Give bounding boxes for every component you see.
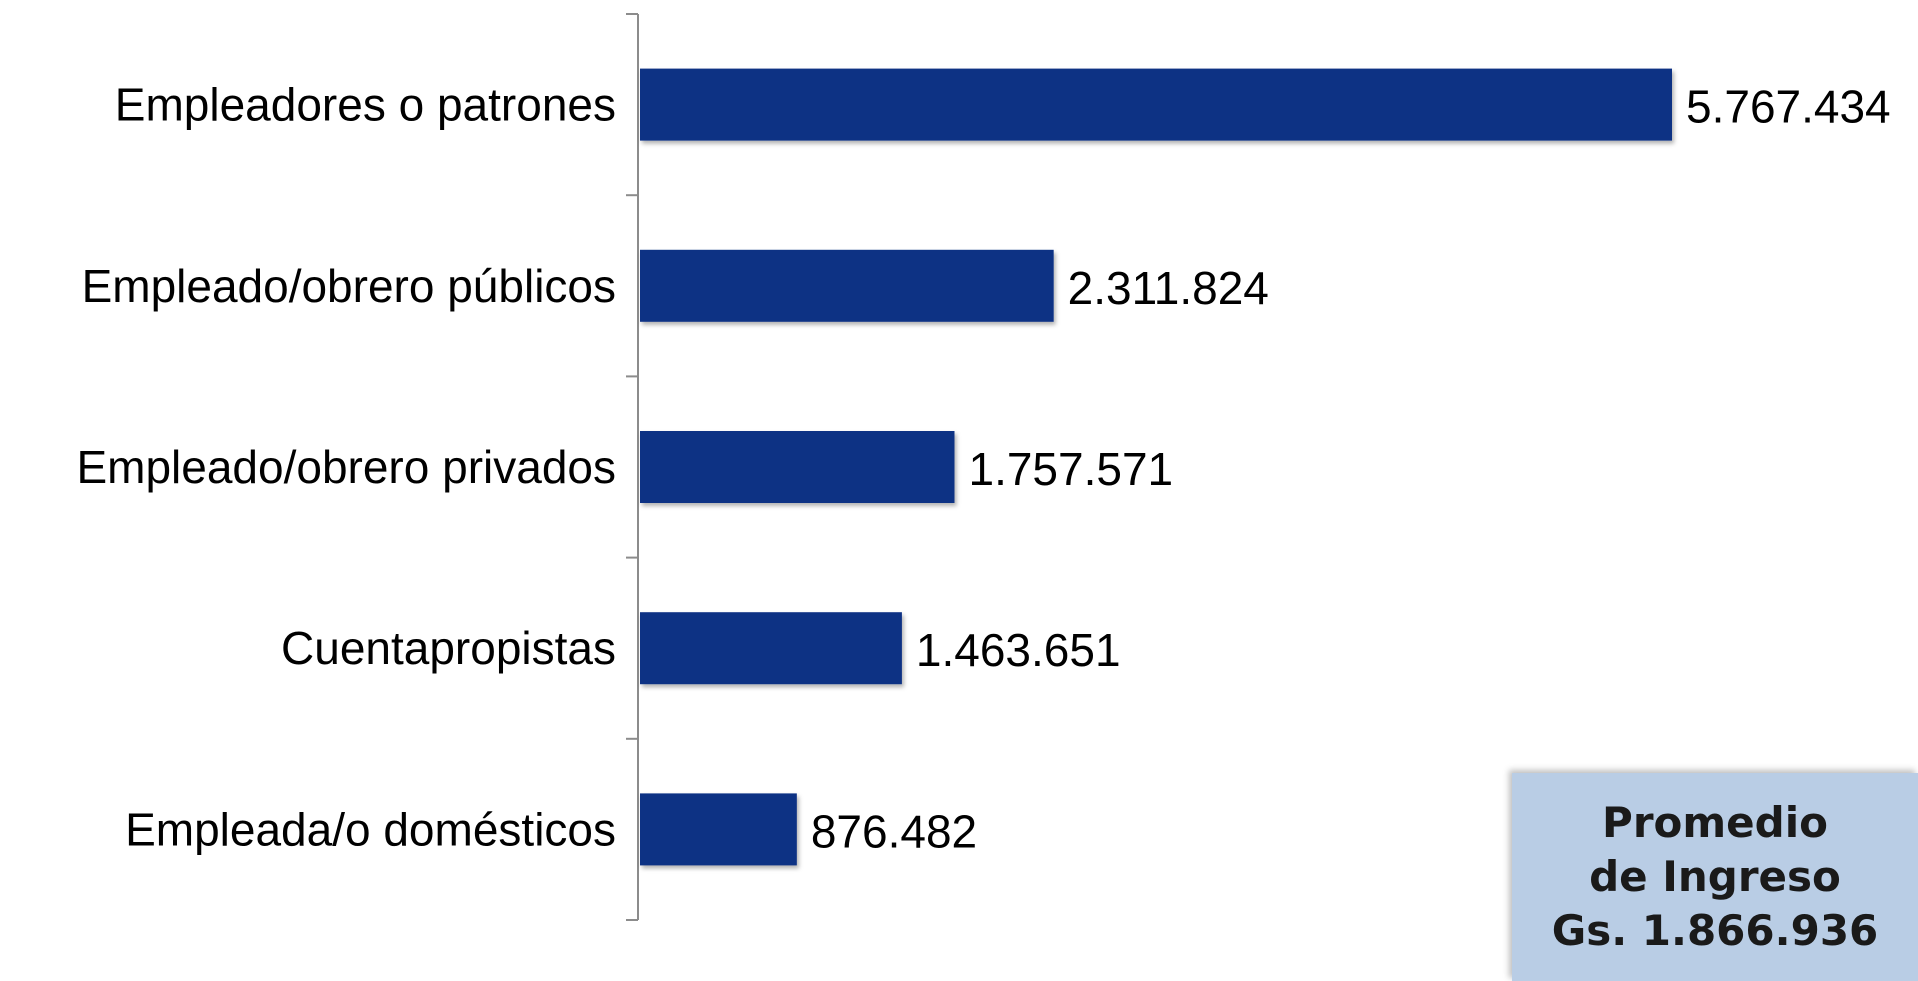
- data-label: 1.463.651: [916, 624, 1121, 676]
- average-box-line1: Promedio: [1602, 798, 1828, 848]
- bar: [640, 68, 1672, 141]
- bar: [640, 612, 902, 685]
- bar: [640, 431, 955, 503]
- category-label: Empleadores o patrones: [115, 79, 616, 131]
- bar: [640, 249, 1054, 322]
- category-label: Empleada/o domésticos: [125, 803, 616, 855]
- data-label: 2.311.824: [1068, 262, 1269, 314]
- average-income-box: Promedio de Ingreso Gs. 1.866.936: [1512, 773, 1918, 981]
- bars: [640, 68, 1672, 866]
- category-label: Empleado/obrero privados: [76, 441, 616, 493]
- category-label: Empleado/obrero públicos: [82, 260, 616, 312]
- data-label: 1.757.571: [968, 443, 1173, 495]
- bar: [640, 793, 797, 866]
- average-box-line2: de Ingreso: [1589, 852, 1841, 902]
- category-label: Cuentapropistas: [281, 622, 616, 674]
- data-label: 876.482: [811, 805, 977, 857]
- category-axis: [626, 13, 639, 921]
- average-box-line3: Gs. 1.866.936: [1551, 905, 1879, 955]
- category-labels: Empleadores o patrones Empleado/obrero pú…: [76, 79, 616, 856]
- data-labels: 5.767.434 2.311.824 1.757.571 1.463.651 876.…: [811, 81, 1891, 858]
- data-label: 5.767.434: [1686, 81, 1891, 133]
